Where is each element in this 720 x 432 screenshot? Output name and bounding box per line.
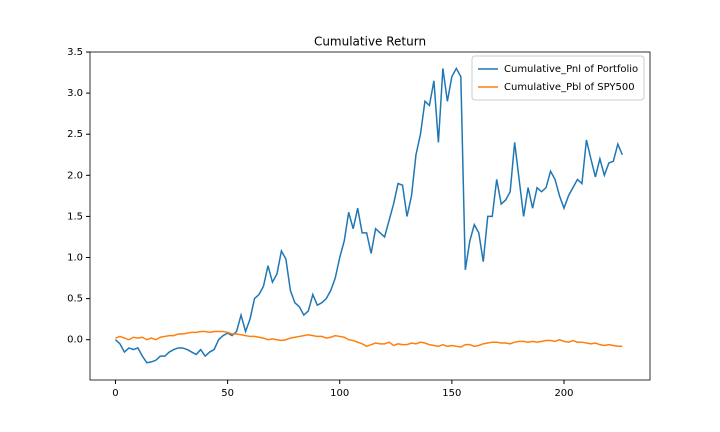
- legend-label: Cumulative_Pbl of SPY500: [504, 82, 635, 93]
- chart-title: Cumulative Return: [314, 35, 426, 49]
- x-tick-label: 150: [442, 388, 461, 399]
- series-line: [114, 66, 623, 364]
- y-tick-label: 3.5: [67, 47, 83, 58]
- legend-label: Cumulative_Pnl of Portfolio: [504, 64, 638, 75]
- series-line: [115, 330, 623, 348]
- x-tick-label: 0: [112, 388, 118, 399]
- x-tick-label: 100: [330, 388, 349, 399]
- legend-box: [471, 55, 645, 101]
- x-tick-label: 200: [554, 388, 573, 399]
- y-tick-label: 3.0: [67, 88, 83, 99]
- y-tick-label: 2.5: [67, 129, 83, 140]
- y-tick-label: 2.0: [67, 170, 83, 181]
- axes-frame: [89, 51, 651, 381]
- x-tick-label: 50: [221, 388, 234, 399]
- y-tick-label: 0.0: [67, 335, 83, 346]
- y-tick-label: 1.0: [67, 253, 83, 264]
- y-tick-label: 0.5: [67, 294, 83, 305]
- y-tick-label: 1.5: [67, 211, 83, 222]
